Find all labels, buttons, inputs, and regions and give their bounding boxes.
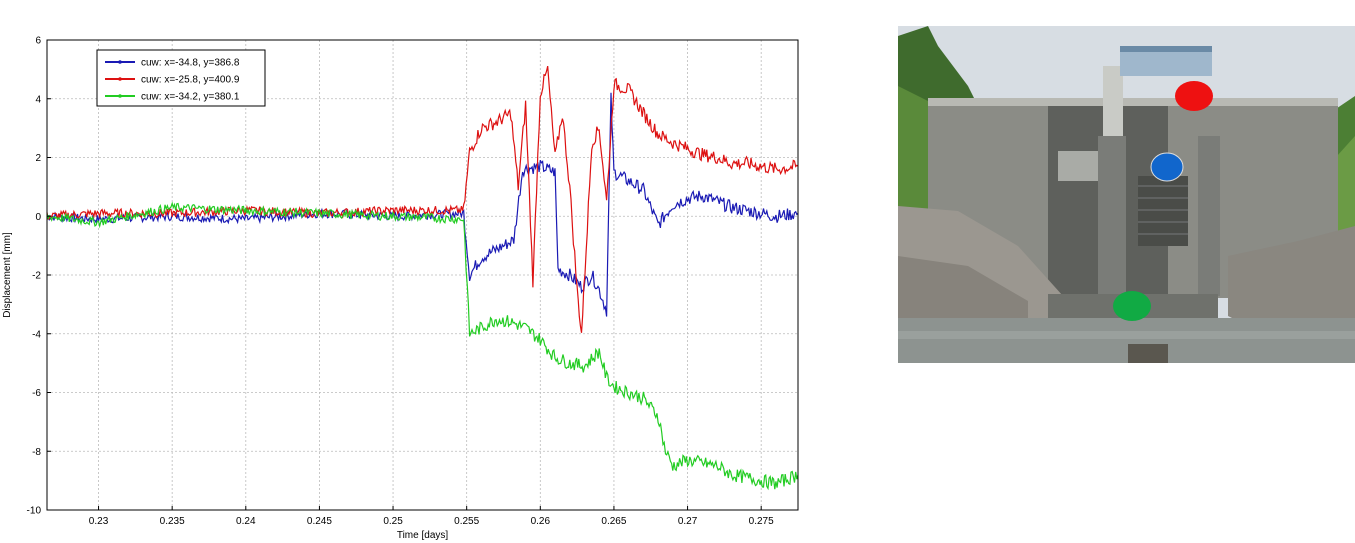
red-marker <box>1175 81 1213 111</box>
legend-label: cuw: x=-25.8, y=400.9 <box>141 75 240 86</box>
legend-marker <box>118 77 122 81</box>
x-tick-label: 0.245 <box>307 516 332 527</box>
x-tick-label: 0.255 <box>454 516 479 527</box>
chart-grid <box>47 39 798 511</box>
y-tick-label: -2 <box>32 271 41 282</box>
series-line-1 <box>46 92 799 317</box>
x-tick-label: 0.265 <box>601 516 626 527</box>
y-tick-label: 2 <box>35 153 41 164</box>
x-axis-label: Time [days] <box>397 530 449 541</box>
y-axis-label: Displacement [mm] <box>2 232 13 318</box>
x-tick-label: 0.27 <box>678 516 698 527</box>
dam-photo-illustration <box>898 26 1355 363</box>
y-tick-label: -10 <box>27 506 42 517</box>
y-tick-label: -4 <box>32 329 41 340</box>
dam-photo <box>898 26 1355 363</box>
chart-ticks: 0.23 0.235 0.24 0.245 0.25 0.255 0.26 0.265 0.27… <box>27 36 775 528</box>
blue-marker <box>1150 152 1184 182</box>
green-marker <box>1113 291 1151 321</box>
legend-marker <box>118 60 122 64</box>
x-tick-label: 0.25 <box>383 516 403 527</box>
legend-marker <box>118 94 122 98</box>
series-line-3 <box>46 201 799 491</box>
x-tick-label: 0.275 <box>749 516 774 527</box>
chart-legend: cuw: x=-34.8, y=386.8 cuw: x=-25.8, y=400… <box>96 49 266 107</box>
series-line-2 <box>46 65 799 333</box>
displacement-chart: 0.23 0.235 0.24 0.245 0.25 0.255 0.26 0.265 0.27… <box>2 36 799 541</box>
legend-label: cuw: x=-34.8, y=386.8 <box>141 58 240 69</box>
chart-series <box>46 65 799 491</box>
y-tick-label: -8 <box>32 447 41 458</box>
y-tick-label: 4 <box>35 94 41 105</box>
x-tick-label: 0.26 <box>531 516 551 527</box>
y-tick-label: -6 <box>32 388 41 399</box>
legend-label: cuw: x=-34.2, y=380.1 <box>141 92 240 103</box>
y-tick-label: 0 <box>35 212 41 223</box>
x-tick-label: 0.23 <box>89 516 109 527</box>
y-tick-label: 6 <box>35 36 41 47</box>
x-tick-label: 0.24 <box>236 516 256 527</box>
x-tick-label: 0.235 <box>160 516 185 527</box>
